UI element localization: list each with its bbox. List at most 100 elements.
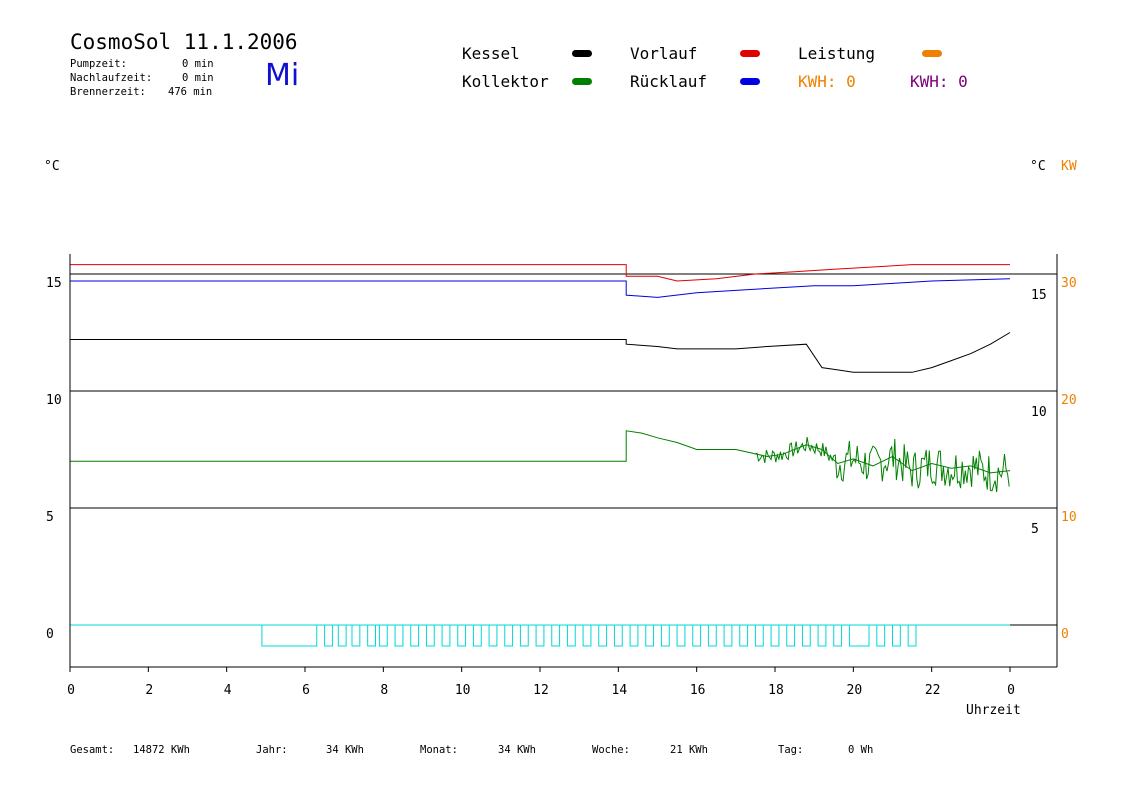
x-tick-label: 10 [455,683,471,698]
x-tick-label: 14 [612,683,628,698]
pump-on-segment [410,624,420,647]
brennerzeit-label: Brennerzeit: [70,86,146,98]
pump-on-segment [754,624,764,647]
pump-on-segment [892,624,901,647]
gesamt-label: Gesamt: [70,744,115,756]
tag-value: 0 Wh [848,744,874,756]
pump-on-segment [692,624,702,647]
axis-layer [69,254,1058,672]
x-axis-label: Uhrzeit [966,703,1021,718]
legend-kollektor-swatch [572,78,592,85]
pump-on-segment [324,624,333,647]
pump-on-segment [770,624,780,647]
y-right-kw-tick-label: 0 [1061,627,1069,642]
y-right-c-tick-label: 15 [1031,288,1047,303]
x-tick-label: 6 [302,683,310,698]
pump-on-segment [551,624,561,647]
gesamt-value: 14872 KWh [133,744,190,756]
legend-kessel-swatch [572,50,592,57]
weekday-label: Mi [265,58,300,93]
pump-on-segment [707,624,717,647]
tag-label: Tag: [778,744,804,756]
legend-ruecklauf: Rücklauf [630,72,708,91]
legend-kollektor: Kollektor [462,72,549,91]
woche-label: Woche: [592,744,630,756]
series-kessel [70,332,1011,373]
y-left-tick-label: 0 [46,627,54,642]
kwh-orange: KWH: 0 [798,72,856,91]
pump-on-segment [337,624,347,647]
y-right-c-tick-label: 5 [1031,522,1039,537]
legend-leistung-swatch [922,50,942,57]
y-right-kw-tick-label: 20 [1061,393,1077,408]
left-unit-label: °C [44,159,60,174]
pump-on-segment [876,624,886,647]
y-left-tick-label: 10 [46,393,62,408]
pump-on-segment [488,624,498,647]
jahr-value: 34 KWh [326,744,364,756]
pump-on-segment [629,624,639,647]
pump-on-segment [848,624,870,647]
legend-vorlauf: Vorlauf [630,44,698,63]
pump-on-segment [441,624,451,647]
pump-on-segment [660,624,670,647]
pumpzeit-value: 0 min [182,58,214,70]
x-tick-label: 22 [925,683,941,698]
legend-leistung: Leistung [798,44,876,63]
series-vorlauf [70,264,1010,282]
pump-on-segment [833,624,843,647]
pump-on-segment [535,624,545,647]
x-tick-label: 0 [67,683,75,698]
pump-on-segment [907,624,917,647]
pump-on-segment [598,624,608,647]
legend-kessel: Kessel [462,44,520,63]
legend-vorlauf-swatch [740,50,760,57]
y-right-kw-tick-label: 30 [1061,276,1077,291]
pump-on-segment [582,624,592,647]
y-right-kw-tick-label: 10 [1061,510,1077,525]
y-left-tick-label: 5 [46,510,54,525]
y-right-c-tick-label: 10 [1031,405,1047,420]
series-ruecklauf [70,278,1011,298]
pump-on-segment [472,624,482,647]
pump-on-segment [367,624,376,647]
right-unit-c-label: °C [1030,159,1046,174]
pump-on-segment [394,624,404,647]
series-kollektor-noise [755,437,1010,493]
monat-value: 34 KWh [498,744,536,756]
pump-on-segment [457,624,467,647]
status-layer [70,624,1010,647]
pump-on-segment [261,624,318,647]
y-left-tick-label: 15 [46,276,62,291]
pump-on-segment [519,624,529,647]
x-tick-label: 18 [768,683,784,698]
right-unit-kw-label: KW [1061,159,1077,174]
pump-on-segment [645,624,655,647]
pump-on-segment [817,624,827,647]
pump-on-segment [504,624,514,647]
pump-on-segment [351,624,361,647]
jahr-label: Jahr: [256,744,288,756]
x-tick-label: 0 [1007,683,1015,698]
brennerzeit-value: 476 min [168,86,213,98]
x-tick-label: 16 [690,683,706,698]
pumpzeit-label: Pumpzeit: [70,58,127,70]
pump-on-segment [801,624,811,647]
x-tick-label: 12 [533,683,549,698]
pump-on-segment [425,624,435,647]
series-layer [70,264,1011,493]
pump-on-segment [613,624,623,647]
x-tick-label: 8 [380,683,388,698]
pump-on-segment [566,624,576,647]
x-tick-label: 4 [224,683,232,698]
label-layer: 0 2 4 6 8 10 12 14 16 18 20 22 0 Uhrzeit 0 5 10 15 5 10 15 0 1… [46,276,1077,718]
monat-label: Monat: [420,744,458,756]
nachlaufzeit-label: Nachlaufzeit: [70,72,153,84]
x-tick-label: 20 [847,683,863,698]
chart-title: CosmoSol 11.1.2006 [70,30,298,54]
x-tick-label: 2 [145,683,153,698]
pump-on-segment [378,624,388,647]
pump-on-segment [786,624,796,647]
kwh-purple: KWH: 0 [910,72,968,91]
